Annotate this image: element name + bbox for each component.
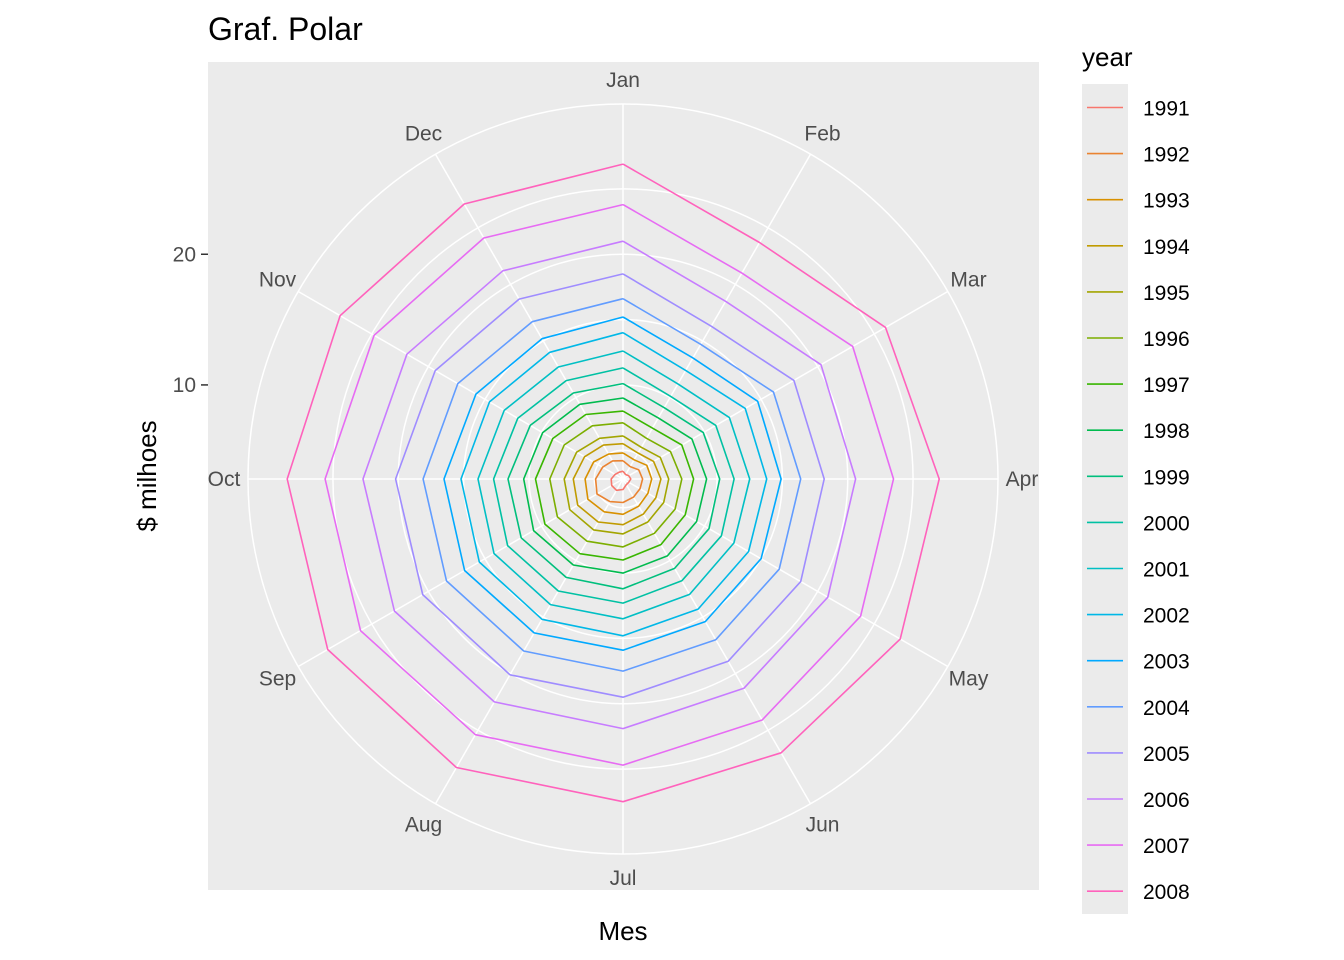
series-line-2007 (324, 203, 895, 766)
series-line-1996 (548, 422, 683, 548)
y-axis: 10 20 (173, 243, 208, 397)
series-line-1992 (594, 459, 644, 504)
y-tick-label: 10 (173, 374, 196, 397)
legend-label-2002: 2002 (1143, 605, 1190, 628)
grid (247, 103, 999, 855)
month-label-dec: Dec (405, 123, 442, 146)
series-line-1997 (534, 410, 695, 561)
legend-label-2007: 2007 (1143, 835, 1190, 858)
month-labels: Jan Feb Mar Apr May Jun Jul Aug Sep Oct Nov Dec (208, 69, 1039, 890)
x-axis-title: Mes (598, 916, 647, 946)
chart-title: Graf. Polar (208, 11, 363, 47)
series-line-1995 (563, 435, 670, 535)
grid-spoke (297, 290, 624, 480)
series-lines (286, 163, 941, 803)
month-label-jul: Jul (610, 867, 637, 890)
month-label-jun: Jun (806, 814, 840, 837)
series-line-2006 (362, 240, 857, 730)
series-line-1999 (507, 382, 721, 590)
series-line-1998 (522, 397, 708, 574)
series-line-2002 (460, 331, 768, 637)
month-label-feb: Feb (804, 123, 840, 146)
series-line-2001 (477, 350, 751, 620)
y-tick-label: 20 (173, 243, 196, 266)
y-axis-title: $ milhoes (132, 420, 162, 531)
month-label-apr: Apr (1006, 468, 1039, 491)
series-line-1994 (572, 442, 662, 526)
legend-label-1997: 1997 (1143, 374, 1190, 397)
month-label-may: May (949, 668, 989, 691)
grid-spoke (622, 153, 812, 480)
month-label-oct: Oct (208, 468, 241, 491)
month-label-mar: Mar (950, 269, 986, 292)
series-line-2004 (422, 297, 802, 672)
legend-label-1999: 1999 (1143, 466, 1190, 489)
grid-spoke (434, 478, 624, 805)
legend-label-1998: 1998 (1143, 420, 1190, 443)
legend-key-background (1082, 84, 1128, 914)
month-label-jan: Jan (606, 69, 640, 92)
legend-label-1995: 1995 (1143, 282, 1190, 305)
legend-title: year (1082, 42, 1133, 72)
legend-label-2006: 2006 (1143, 789, 1190, 812)
legend-label-2004: 2004 (1143, 697, 1190, 720)
grid-spoke (622, 290, 949, 480)
legend-label-2000: 2000 (1143, 512, 1190, 535)
series-line-2000 (492, 367, 735, 604)
series-line-2005 (394, 273, 826, 699)
series-line-2008 (286, 163, 941, 803)
series-line-1993 (584, 452, 653, 516)
grid-spoke (434, 153, 624, 480)
legend-label-2008: 2008 (1143, 881, 1190, 904)
legend-label-1991: 1991 (1143, 98, 1190, 121)
series-line-1991 (610, 470, 632, 492)
legend-label-1993: 1993 (1143, 190, 1190, 213)
legend-label-1996: 1996 (1143, 328, 1190, 351)
legend-label-2001: 2001 (1143, 559, 1190, 582)
legend-label-2003: 2003 (1143, 651, 1190, 674)
month-label-sep: Sep (259, 668, 296, 691)
series-line-2003 (443, 316, 782, 652)
legend-label-1992: 1992 (1143, 144, 1190, 167)
grid-spoke (297, 478, 624, 668)
month-label-aug: Aug (405, 814, 442, 837)
month-label-nov: Nov (259, 269, 297, 292)
legend-label-2005: 2005 (1143, 743, 1190, 766)
legend: year 1991 1992 1993 1994 1995 1996 1997 1998 199… (1082, 42, 1190, 914)
legend-label-1994: 1994 (1143, 236, 1190, 259)
grid-spoke (622, 478, 949, 668)
